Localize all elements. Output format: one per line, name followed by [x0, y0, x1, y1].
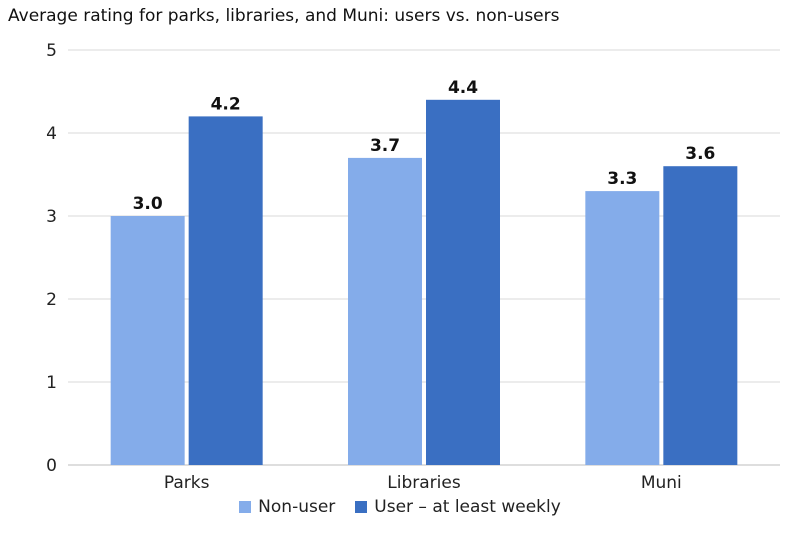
bar-libraries-user-weekly	[426, 99, 500, 466]
y-tick-label-1: 1	[46, 373, 57, 393]
data-label-muni-user-weekly: 3.6	[685, 144, 715, 164]
legend-swatch-user-weekly	[355, 501, 368, 513]
y-tick-label-0: 0	[46, 456, 57, 476]
x-tick-label-muni: Muni	[641, 473, 682, 493]
chart-title: Average rating for parks, libraries, and…	[8, 6, 560, 26]
y-tick-label-3: 3	[46, 207, 57, 227]
bar-muni-user-weekly	[663, 166, 738, 465]
legend-label-non-user: Non-user	[258, 497, 336, 517]
bar-libraries-non-user	[348, 157, 422, 465]
y-tick-label-5: 5	[46, 41, 57, 61]
legend-item-non-user: Non-user	[239, 497, 335, 517]
data-label-muni-non-user: 3.3	[607, 169, 637, 189]
data-label-parks-non-user: 3.0	[133, 194, 163, 214]
data-label-parks-user-weekly: 4.2	[211, 94, 241, 114]
bar-parks-non-user	[110, 216, 185, 465]
bar-muni-non-user	[585, 191, 660, 465]
x-tick-label-libraries: Libraries	[387, 473, 461, 493]
y-tick-label-4: 4	[46, 124, 57, 144]
bar-parks-user-weekly	[188, 116, 263, 466]
y-tick-label-2: 2	[46, 290, 57, 310]
x-tick-label-parks: Parks	[164, 473, 210, 493]
data-label-libraries-user-weekly: 4.4	[448, 78, 478, 98]
data-label-libraries-non-user: 3.7	[370, 136, 400, 156]
legend-item-user-weekly: User – at least weekly	[355, 497, 561, 517]
legend: Non-user User – at least weekly	[0, 497, 800, 517]
legend-swatch-non-user	[239, 501, 252, 513]
legend-label-user-weekly: User – at least weekly	[374, 497, 561, 517]
